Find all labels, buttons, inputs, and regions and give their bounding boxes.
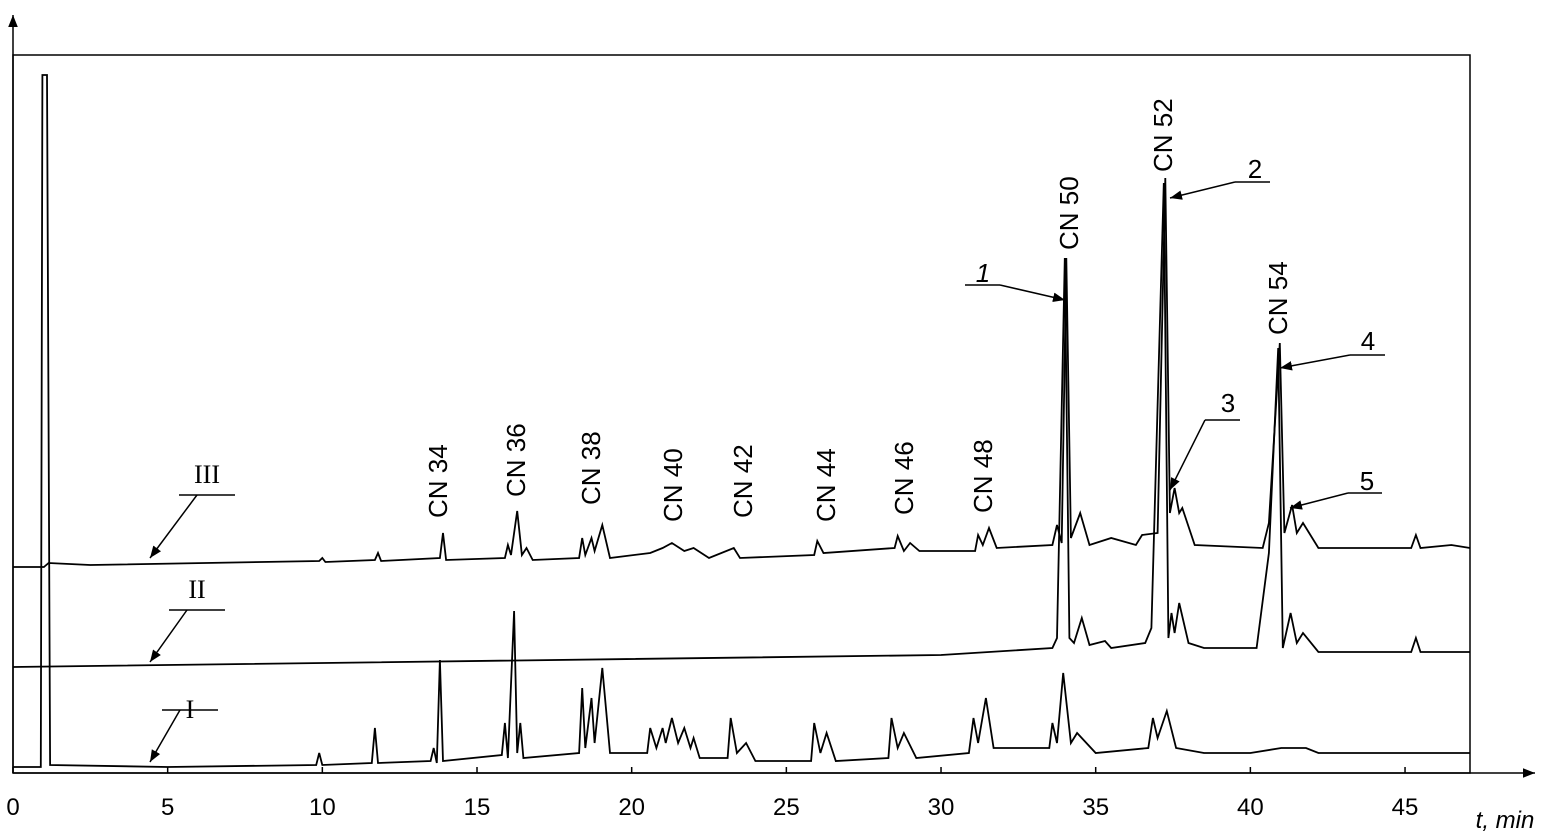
callout-arrow	[1289, 492, 1349, 510]
callout-arrow	[1279, 354, 1351, 371]
callout-arrow	[1169, 181, 1236, 200]
peak-number: 2	[1248, 154, 1262, 184]
x-tick-label: 5	[161, 794, 174, 821]
peak-label: CN 36	[501, 423, 531, 497]
peak-label: CN 46	[889, 441, 919, 515]
x-tick-label: 40	[1237, 794, 1264, 821]
peak-label: CN 44	[811, 448, 841, 522]
peak-number: 4	[1361, 326, 1375, 356]
x-tick-label: 15	[464, 794, 491, 821]
x-tick-label: 35	[1082, 794, 1109, 821]
x-tick-label: 30	[928, 794, 955, 821]
x-tick-label: 45	[1392, 794, 1419, 821]
x-tick-label: 10	[309, 794, 336, 821]
peak-label: CN 54	[1263, 261, 1293, 335]
label-arrow	[149, 609, 188, 663]
trace-line	[13, 177, 1471, 568]
peak-label: CN 50	[1054, 176, 1084, 250]
x-tick-label: 25	[773, 794, 800, 821]
trace-line	[13, 74, 1470, 768]
x-tick-label: 20	[618, 794, 645, 821]
x-axis-label: t, min	[1476, 807, 1535, 834]
label-arrow	[149, 709, 181, 763]
peak-label: CN 42	[728, 444, 758, 518]
callout-arrow	[1169, 419, 1206, 491]
x-tick-label: 0	[6, 794, 19, 821]
peak-label: CN 34	[423, 444, 453, 518]
peak-label: CN 48	[968, 439, 998, 513]
trace-label: III	[194, 460, 220, 489]
peak-label: CN 40	[658, 448, 688, 522]
callout-arrow	[999, 284, 1066, 302]
peak-number: 5	[1360, 466, 1374, 496]
label-arrow	[149, 494, 198, 559]
trace-label: II	[188, 575, 205, 604]
trace-line	[12, 182, 1470, 668]
peak-number: 1	[976, 258, 990, 288]
peak-label: CN 38	[576, 431, 606, 505]
peak-number: 3	[1221, 388, 1235, 418]
peak-label: CN 52	[1148, 98, 1178, 172]
